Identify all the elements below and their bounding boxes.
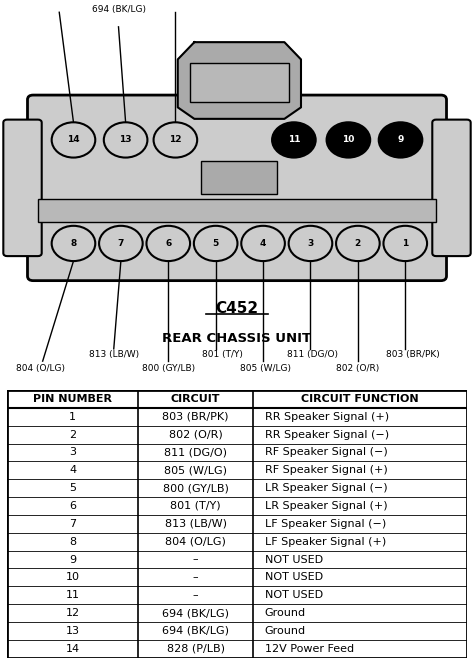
- Text: 813 (LB/W): 813 (LB/W): [164, 519, 227, 529]
- Text: 3: 3: [307, 239, 314, 248]
- Text: RR Speaker Signal (−): RR Speaker Signal (−): [264, 430, 389, 440]
- Text: 5: 5: [69, 483, 76, 493]
- Text: 7: 7: [69, 519, 76, 529]
- Text: NOT USED: NOT USED: [264, 572, 323, 582]
- Text: 1: 1: [402, 239, 409, 248]
- Polygon shape: [178, 42, 301, 119]
- Text: 14: 14: [65, 644, 80, 654]
- Text: 8: 8: [70, 239, 77, 248]
- Text: C452: C452: [216, 301, 258, 316]
- Text: 801 (T/Y): 801 (T/Y): [202, 350, 243, 359]
- Text: 828 (P/LB): 828 (P/LB): [167, 644, 225, 654]
- Circle shape: [52, 226, 95, 261]
- Text: 7: 7: [118, 239, 124, 248]
- Text: 694 (BK/LG): 694 (BK/LG): [162, 626, 229, 636]
- Text: 811 (DG/O): 811 (DG/O): [287, 350, 338, 359]
- Text: 8: 8: [69, 537, 76, 547]
- Text: 2: 2: [355, 239, 361, 248]
- Text: 14: 14: [67, 136, 80, 145]
- Text: 5: 5: [212, 239, 219, 248]
- Text: LR Speaker Signal (+): LR Speaker Signal (+): [264, 501, 387, 511]
- Text: CIRCUIT: CIRCUIT: [171, 394, 220, 404]
- Text: 800 (GY/LB): 800 (GY/LB): [163, 483, 228, 493]
- Text: –: –: [193, 590, 199, 600]
- FancyBboxPatch shape: [201, 161, 277, 194]
- Circle shape: [52, 122, 95, 157]
- Text: 801 (T/Y): 801 (T/Y): [170, 501, 221, 511]
- Text: 802 (O/R): 802 (O/R): [169, 430, 222, 440]
- Text: LR Speaker Signal (−): LR Speaker Signal (−): [264, 483, 387, 493]
- FancyBboxPatch shape: [3, 120, 42, 256]
- Text: 2: 2: [69, 430, 76, 440]
- Text: 803 (BR/PK): 803 (BR/PK): [385, 350, 439, 359]
- Text: 1: 1: [69, 412, 76, 422]
- Text: 3: 3: [69, 447, 76, 457]
- Text: 9: 9: [69, 555, 76, 564]
- Circle shape: [99, 226, 143, 261]
- Text: RF Speaker Signal (−): RF Speaker Signal (−): [264, 447, 387, 457]
- Text: Ground: Ground: [264, 626, 306, 636]
- Text: 12V Power Feed: 12V Power Feed: [264, 644, 354, 654]
- Text: 10: 10: [342, 136, 355, 145]
- Text: 13: 13: [65, 626, 80, 636]
- Text: NOT USED: NOT USED: [264, 590, 323, 600]
- Text: 813 (LB/W): 813 (LB/W): [89, 350, 139, 359]
- Text: 12: 12: [65, 608, 80, 618]
- FancyBboxPatch shape: [190, 63, 289, 102]
- Text: 6: 6: [69, 501, 76, 511]
- Text: 11: 11: [288, 136, 300, 145]
- Text: RR Speaker Signal (+): RR Speaker Signal (+): [264, 412, 389, 422]
- Circle shape: [154, 122, 197, 157]
- Text: 804 (O/LG): 804 (O/LG): [16, 364, 65, 373]
- Text: 4: 4: [260, 239, 266, 248]
- Text: –: –: [193, 572, 199, 582]
- Text: 6: 6: [165, 239, 172, 248]
- Text: LF Speaker Signal (+): LF Speaker Signal (+): [264, 537, 386, 547]
- Text: CIRCUIT FUNCTION: CIRCUIT FUNCTION: [301, 394, 419, 404]
- FancyBboxPatch shape: [27, 95, 447, 281]
- Circle shape: [104, 122, 147, 157]
- Text: 13: 13: [119, 136, 132, 145]
- Text: 800 (GY/LB): 800 (GY/LB): [142, 364, 195, 373]
- Text: 10: 10: [65, 572, 80, 582]
- Circle shape: [194, 226, 237, 261]
- Circle shape: [146, 226, 190, 261]
- Text: 802 (O/R): 802 (O/R): [336, 364, 380, 373]
- Circle shape: [241, 226, 285, 261]
- Text: 803 (BR/PK): 803 (BR/PK): [163, 412, 229, 422]
- Text: 694 (BK/LG): 694 (BK/LG): [162, 608, 229, 618]
- Text: 805 (W/LG): 805 (W/LG): [240, 364, 291, 373]
- Circle shape: [272, 122, 316, 157]
- Circle shape: [379, 122, 422, 157]
- Text: 9: 9: [397, 136, 404, 145]
- FancyBboxPatch shape: [432, 120, 471, 256]
- Circle shape: [289, 226, 332, 261]
- Text: REAR CHASSIS UNIT: REAR CHASSIS UNIT: [163, 332, 311, 344]
- Text: RF Speaker Signal (+): RF Speaker Signal (+): [264, 465, 387, 475]
- Circle shape: [383, 226, 427, 261]
- Text: 804 (O/LG): 804 (O/LG): [165, 537, 226, 547]
- Text: PIN NUMBER: PIN NUMBER: [33, 394, 112, 404]
- Text: NOT USED: NOT USED: [264, 555, 323, 564]
- Circle shape: [336, 226, 380, 261]
- FancyBboxPatch shape: [38, 200, 436, 222]
- Text: Ground: Ground: [264, 608, 306, 618]
- Text: 694 (BK/LG): 694 (BK/LG): [91, 5, 146, 14]
- Text: 12: 12: [169, 136, 182, 145]
- Text: 811 (DG/O): 811 (DG/O): [164, 447, 227, 457]
- Circle shape: [327, 122, 370, 157]
- Text: 805 (W/LG): 805 (W/LG): [164, 465, 227, 475]
- Text: 4: 4: [69, 465, 76, 475]
- Text: –: –: [193, 555, 199, 564]
- Text: 11: 11: [65, 590, 80, 600]
- Text: LF Speaker Signal (−): LF Speaker Signal (−): [264, 519, 386, 529]
